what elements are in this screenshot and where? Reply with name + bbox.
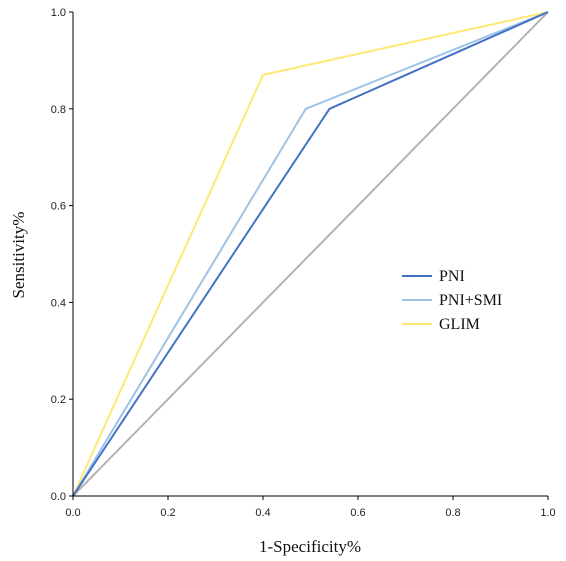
reference-diagonal-layer — [72, 11, 549, 497]
reference-diagonal-line — [72, 11, 549, 497]
x-tick-label: 0.6 — [350, 507, 365, 519]
series-line-pni — [72, 11, 549, 497]
series-layer — [72, 11, 549, 497]
legend-label-pni: PNI — [439, 268, 465, 285]
x-tick-label: 0.0 — [65, 507, 80, 519]
y-tick-label: 0.6 — [51, 201, 66, 213]
y-tick-label: 0.4 — [51, 297, 66, 309]
series-line-glim — [72, 11, 549, 497]
x-tick-label: 0.4 — [255, 507, 270, 519]
x-tick-label: 1.0 — [540, 507, 555, 519]
series-line-pni-smi — [72, 11, 549, 497]
x-tick-label: 0.2 — [160, 507, 175, 519]
ticks-layer: 0.0 0.2 0.4 0.6 0.8 1.0 0.0 0.2 0.4 0.6 0.8 1.0 — [51, 7, 556, 519]
legend: PNI PNI+SMI GLIM — [402, 268, 502, 333]
axes-layer — [72, 12, 548, 497]
legend-label-glim: GLIM — [439, 316, 480, 333]
x-axis-title: 1-Specificity% — [259, 537, 361, 556]
legend-label-pni-smi: PNI+SMI — [439, 292, 502, 309]
x-tick-label: 0.8 — [445, 507, 460, 519]
y-tick-label: 1.0 — [51, 7, 66, 19]
y-tick-label: 0.2 — [51, 394, 66, 406]
y-tick-label: 0.8 — [51, 104, 66, 116]
y-tick-label: 0.0 — [51, 491, 66, 503]
y-axis-title: Sensitivity% — [9, 212, 28, 299]
